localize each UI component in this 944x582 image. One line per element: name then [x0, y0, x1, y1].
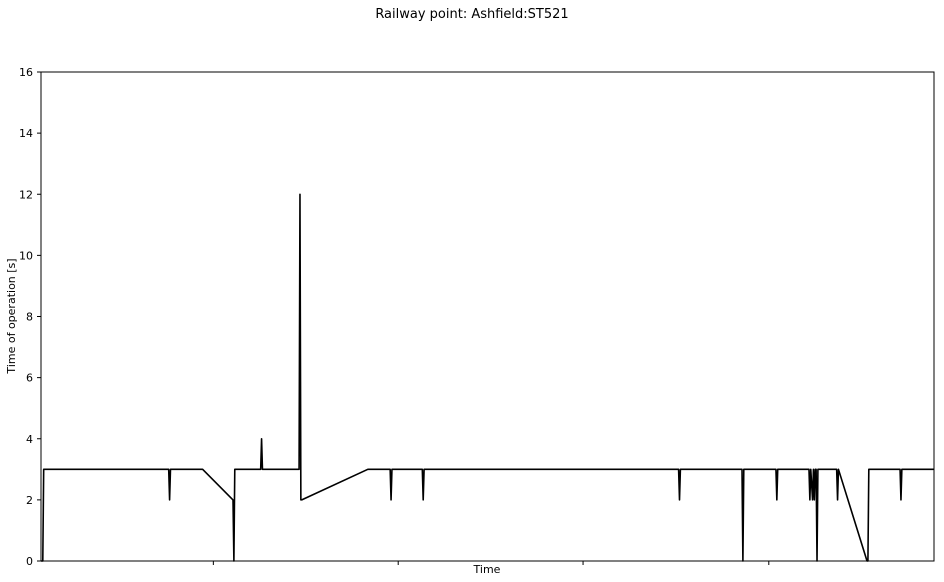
y-tick-label: 0	[26, 555, 33, 568]
y-axis-label: Time of operation [s]	[5, 258, 18, 374]
y-tick-label: 16	[19, 66, 33, 79]
y-tick-label: 10	[19, 249, 33, 262]
y-tick-label: 14	[19, 127, 33, 140]
chart-title: Railway point: Ashfield:ST521	[375, 7, 568, 22]
y-tick-label: 6	[26, 372, 33, 385]
y-tick-label: 2	[26, 494, 33, 507]
series-line	[41, 193, 934, 562]
y-axis-ticks: 0 2 4 6 8 10 12 14 16	[19, 66, 41, 568]
plot-frame	[40, 71, 935, 562]
y-tick-label: 12	[19, 188, 33, 201]
x-axis-label: Time	[473, 563, 501, 576]
x-axis-ticks	[212, 561, 770, 565]
plot-area	[40, 71, 935, 562]
y-tick-label: 8	[26, 311, 33, 324]
y-tick-label: 4	[26, 433, 33, 446]
